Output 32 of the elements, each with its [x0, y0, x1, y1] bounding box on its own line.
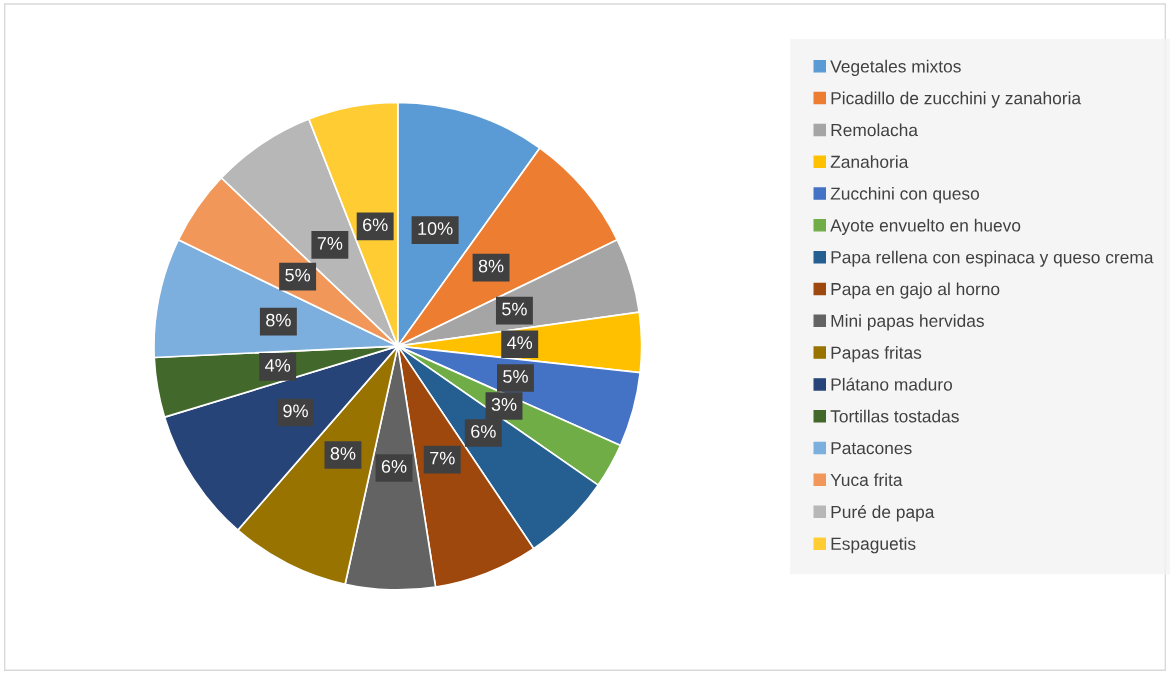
- legend-label: Zanahoria: [830, 155, 909, 168]
- data-label: 4%: [507, 336, 533, 349]
- legend-label: Zucchini con queso: [830, 187, 980, 204]
- legend-label: Puré de papa: [831, 505, 935, 522]
- data-label: 6%: [381, 460, 407, 473]
- data-label: 10%: [418, 222, 453, 235]
- legend-label: Espaguetis: [831, 537, 916, 554]
- legend-label: Mini papas hervidas: [831, 314, 984, 331]
- data-label: 7%: [430, 451, 455, 465]
- data-label: 8%: [266, 313, 291, 327]
- data-label: 8%: [478, 259, 504, 273]
- data-label: 6%: [471, 425, 496, 438]
- legend-label: Tortillas tostadas: [830, 409, 959, 423]
- data-label: 6%: [363, 218, 388, 232]
- data-label: 5%: [285, 268, 311, 282]
- data-label: 9%: [283, 404, 308, 418]
- data-label: 4%: [265, 359, 291, 372]
- legend-label: Plátano maduro: [831, 377, 953, 391]
- data-label: 7%: [317, 237, 343, 250]
- data-label: 5%: [502, 302, 527, 316]
- legend-label: Papas fritas: [831, 346, 922, 363]
- data-label: 3%: [491, 398, 517, 411]
- legend-label: Picadillo de zucchini y zanahoria: [831, 91, 1082, 108]
- legend-label: Papa rellena con espinaca y queso crema: [831, 250, 1154, 267]
- legend-label: Ayote envuelto en huevo: [830, 218, 1021, 236]
- legend-label: Patacones: [831, 442, 912, 455]
- legend-label: Vegetales mixtos: [830, 59, 961, 76]
- data-label: 8%: [330, 447, 356, 460]
- data-label: 5%: [503, 370, 528, 383]
- legend-label: Papa en gajo al horno: [831, 282, 1000, 299]
- legend-label: Yuca frita: [830, 473, 903, 487]
- legend-label: Remolacha: [831, 123, 918, 137]
